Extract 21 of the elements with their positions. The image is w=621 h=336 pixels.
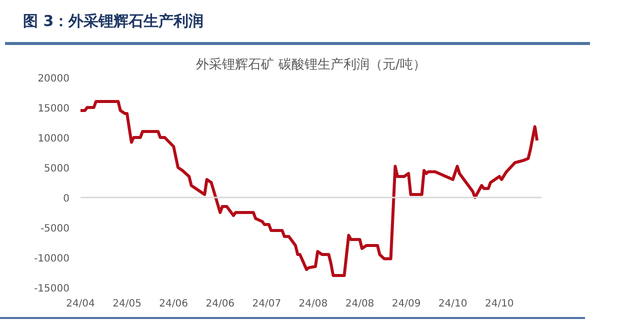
line-series xyxy=(80,100,539,277)
y-tick-label: -15000 xyxy=(34,284,70,294)
y-tick-label: -10000 xyxy=(34,254,70,264)
x-tick-label: 24/10 xyxy=(484,298,514,310)
y-tick-label: 0 xyxy=(63,194,70,204)
y-tick-label: 5000 xyxy=(44,164,70,174)
chart-title: 图 3：外采锂辉石生产利润 xyxy=(23,11,204,32)
y-tick-label: 15000 xyxy=(38,104,70,114)
chart-subtitle: 外采锂辉石矿 碳酸锂生产利润（元/吨） xyxy=(196,58,426,72)
x-tick-label: 24/05 xyxy=(112,298,142,310)
y-tick-label: 10000 xyxy=(38,134,70,144)
x-tick-label: 24/06 xyxy=(159,298,188,310)
x-tick-label: 24/08 xyxy=(345,298,374,310)
x-tick-label: 24/08 xyxy=(298,298,328,310)
x-tick-label: 24/07 xyxy=(252,298,282,310)
x-tick-label: 24/06 xyxy=(206,298,235,310)
x-tick-label: 24/09 xyxy=(392,298,421,310)
x-tick-label: 24/10 xyxy=(438,298,468,310)
y-tick-label: 20000 xyxy=(38,74,70,84)
x-tick-label: 24/04 xyxy=(66,298,95,310)
y-tick-label: -5000 xyxy=(40,224,70,234)
